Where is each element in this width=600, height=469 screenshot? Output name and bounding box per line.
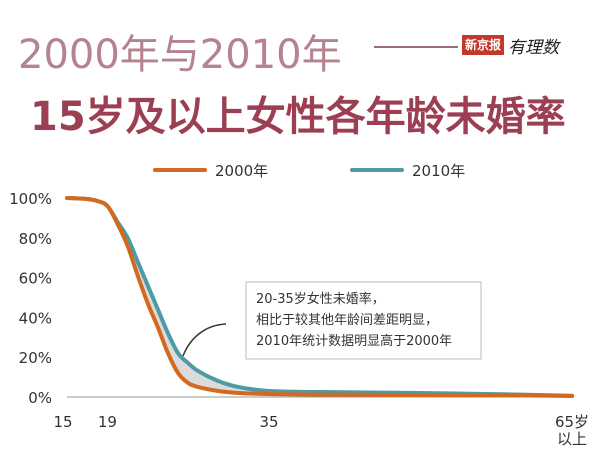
y-tick-label: 100%: [9, 190, 52, 208]
publisher-logo: 新京报 有理数: [462, 32, 572, 58]
chart-title-line1: 2000年与2010年: [18, 32, 342, 78]
y-tick-label: 80%: [19, 230, 52, 248]
x-tick-label: 19: [98, 413, 117, 431]
legend-label-2: 2010年: [412, 162, 465, 180]
x-tick-label: 65岁: [555, 413, 589, 431]
title-divider: [374, 46, 458, 48]
x-tick-label: 以上: [557, 430, 587, 448]
y-tick-label: 40%: [19, 309, 52, 327]
legend-label-1: 2000年: [215, 162, 268, 180]
y-tick-label: 60%: [19, 270, 52, 288]
annotation-box: [245, 281, 482, 360]
x-tick-label: 15: [53, 413, 72, 431]
x-tick-label: 35: [259, 413, 278, 431]
logo-badge: 新京报: [462, 35, 505, 55]
annotation-text-line: 相比于较其他年龄间差距明显，: [256, 313, 438, 328]
y-tick-label: 20%: [19, 349, 52, 367]
annotation-text-line: 20-35岁女性未婚率，: [256, 291, 385, 307]
annotation-text-line: 2010年统计数据明显高于2000年: [256, 333, 452, 349]
annotation-callout: [182, 323, 227, 357]
chart-title-line2: 15岁及以上女性各年龄未婚率: [30, 94, 566, 140]
logo-script: 有理数: [508, 37, 560, 58]
y-tick-label: 0%: [28, 389, 52, 407]
series-line-2000: [65, 196, 574, 399]
